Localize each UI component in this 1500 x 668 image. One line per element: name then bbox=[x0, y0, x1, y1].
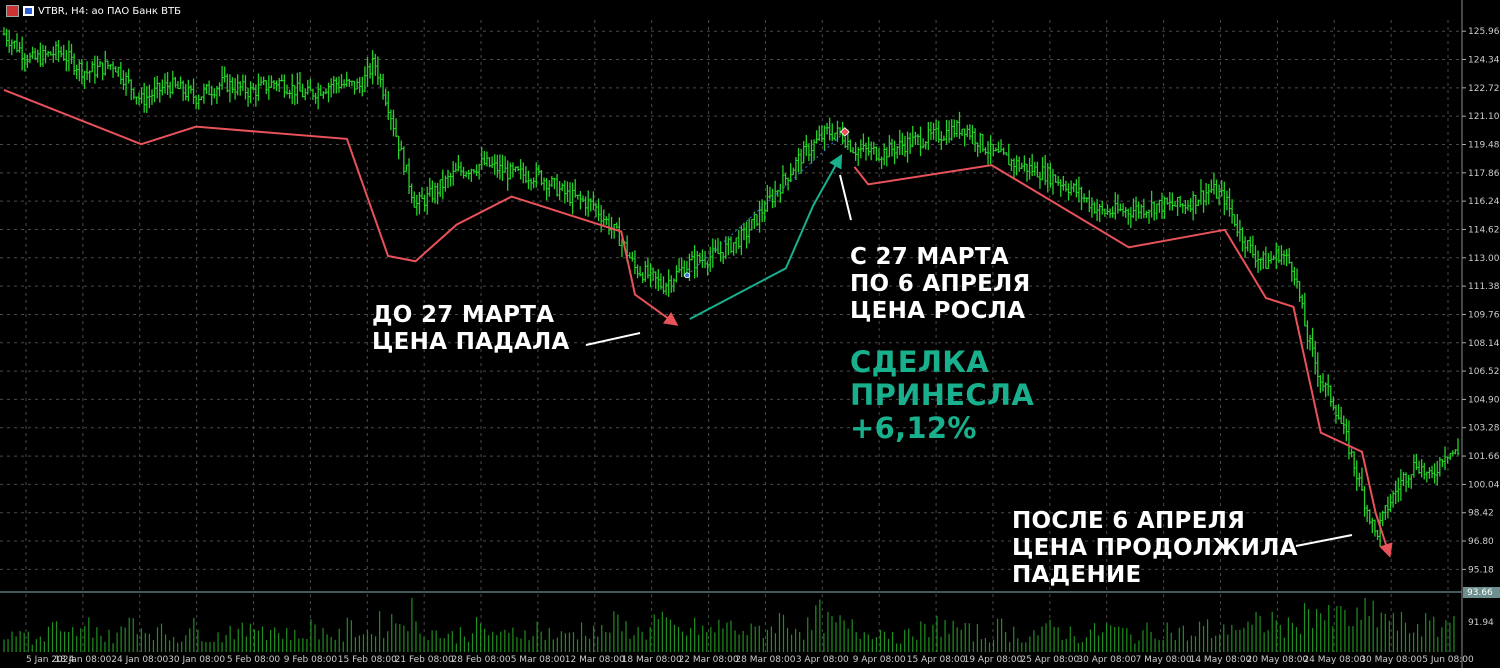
exit-marker bbox=[840, 127, 850, 137]
trend-line-down bbox=[3, 89, 679, 326]
y-tick-label: 98.42 bbox=[1468, 509, 1494, 519]
x-tick-label: 24 Jan 08:00 bbox=[111, 655, 168, 665]
x-tick-label: 19 Apr 08:00 bbox=[964, 655, 1023, 665]
x-tick-label: 24 May 08:00 bbox=[1303, 655, 1365, 665]
y-tick-label: 106.52 bbox=[1468, 367, 1500, 377]
entry-marker bbox=[684, 272, 691, 279]
volume-scale-tag bbox=[1463, 587, 1500, 598]
x-tick-label: 18 Mar 08:00 bbox=[622, 655, 682, 665]
x-tick-label: 5 Jan 2024 bbox=[26, 655, 74, 665]
trend-line-up bbox=[689, 153, 843, 320]
price-bar bbox=[1456, 438, 1460, 456]
y-tick-label: 101.66 bbox=[1468, 452, 1500, 462]
x-tick-label: 3 Apr 08:00 bbox=[796, 655, 849, 665]
pointer-line bbox=[585, 332, 641, 346]
annotation-after: ПОСЛЕ 6 АПРЕЛЯ ЦЕНА ПРОДОЛЖИЛА ПАДЕНИЕ bbox=[1012, 508, 1298, 588]
volume-tick-label: 93.66 bbox=[1467, 588, 1493, 598]
y-tick-label: 113.00 bbox=[1468, 254, 1500, 264]
y-tick-label: 125.96 bbox=[1468, 27, 1500, 37]
symbol-label: VTBR, H4: ао ПАО Банк ВТБ bbox=[38, 5, 181, 17]
x-tick-label: 30 Apr 08:00 bbox=[1077, 655, 1136, 665]
x-tick-label: 25 Apr 08:00 bbox=[1020, 655, 1079, 665]
x-tick-label: 15 Apr 08:00 bbox=[907, 655, 966, 665]
y-tick-label: 96.80 bbox=[1468, 537, 1494, 547]
x-tick-label: 7 May 08:00 bbox=[1136, 655, 1192, 665]
x-tick-label: 28 Mar 08:00 bbox=[735, 655, 795, 665]
chart-header: VTBR, H4: ао ПАО Банк ВТБ bbox=[6, 4, 181, 18]
x-tick-label: 15 Feb 08:00 bbox=[338, 655, 397, 665]
y-tick-label: 124.34 bbox=[1468, 56, 1500, 66]
x-tick-label: 9 Apr 08:00 bbox=[853, 655, 906, 665]
annotation-before: ДО 27 МАРТА ЦЕНА ПАДАЛА bbox=[372, 302, 570, 355]
y-tick-label: 117.86 bbox=[1468, 169, 1500, 179]
x-tick-label: 30 May 08:00 bbox=[1360, 655, 1422, 665]
x-tick-label: 14 May 08:00 bbox=[1190, 655, 1252, 665]
x-tick-label: 30 Jan 08:00 bbox=[168, 655, 225, 665]
pointer-line bbox=[839, 174, 852, 221]
x-tick-label: 20 May 08:00 bbox=[1247, 655, 1309, 665]
y-tick-label: 109.76 bbox=[1468, 310, 1500, 320]
symbol-icon[interactable] bbox=[23, 6, 34, 16]
pointer-line bbox=[1295, 534, 1353, 547]
x-tick-label: 5 Jun 08:00 bbox=[1422, 655, 1474, 665]
annotation-result: СДЕЛКА ПРИНЕСЛА +6,12% bbox=[850, 345, 1035, 445]
volume-bars bbox=[3, 598, 1455, 652]
x-tick-label: 5 Feb 08:00 bbox=[227, 655, 281, 665]
y-tick-label: 121.10 bbox=[1468, 112, 1500, 122]
y-tick-label: 95.18 bbox=[1468, 565, 1494, 575]
x-tick-label: 22 Mar 08:00 bbox=[679, 655, 739, 665]
x-tick-label: 5 Mar 08:00 bbox=[511, 655, 566, 665]
y-tick-label: 114.62 bbox=[1468, 225, 1500, 235]
y-tick-label: 122.72 bbox=[1468, 84, 1500, 94]
y-tick-label: 103.28 bbox=[1468, 424, 1500, 434]
x-tick-label: 9 Feb 08:00 bbox=[284, 655, 338, 665]
y-tick-label: 111.38 bbox=[1468, 282, 1500, 292]
y-tick-label: 104.90 bbox=[1468, 395, 1500, 405]
x-tick-label: 12 Mar 08:00 bbox=[565, 655, 625, 665]
y-tick-label: 108.14 bbox=[1468, 339, 1500, 349]
x-tick-label: 18 Jan 08:00 bbox=[54, 655, 111, 665]
grid bbox=[0, 20, 1462, 652]
annotation-during: С 27 МАРТА ПО 6 АПРЕЛЯ ЦЕНА РОСЛА bbox=[850, 244, 1031, 324]
chart-window-icon[interactable] bbox=[6, 5, 19, 17]
y-tick-label: 119.48 bbox=[1468, 140, 1500, 150]
trend-line-down bbox=[853, 164, 1393, 558]
volume-tick-label: 91.94 bbox=[1468, 618, 1494, 628]
x-tick-label: 28 Feb 08:00 bbox=[452, 655, 511, 665]
trade-connector bbox=[686, 131, 846, 276]
x-tick-label: 21 Feb 08:00 bbox=[395, 655, 454, 665]
price-bars bbox=[2, 27, 1460, 547]
y-tick-label: 116.24 bbox=[1468, 197, 1500, 207]
y-tick-label: 100.04 bbox=[1468, 480, 1500, 490]
